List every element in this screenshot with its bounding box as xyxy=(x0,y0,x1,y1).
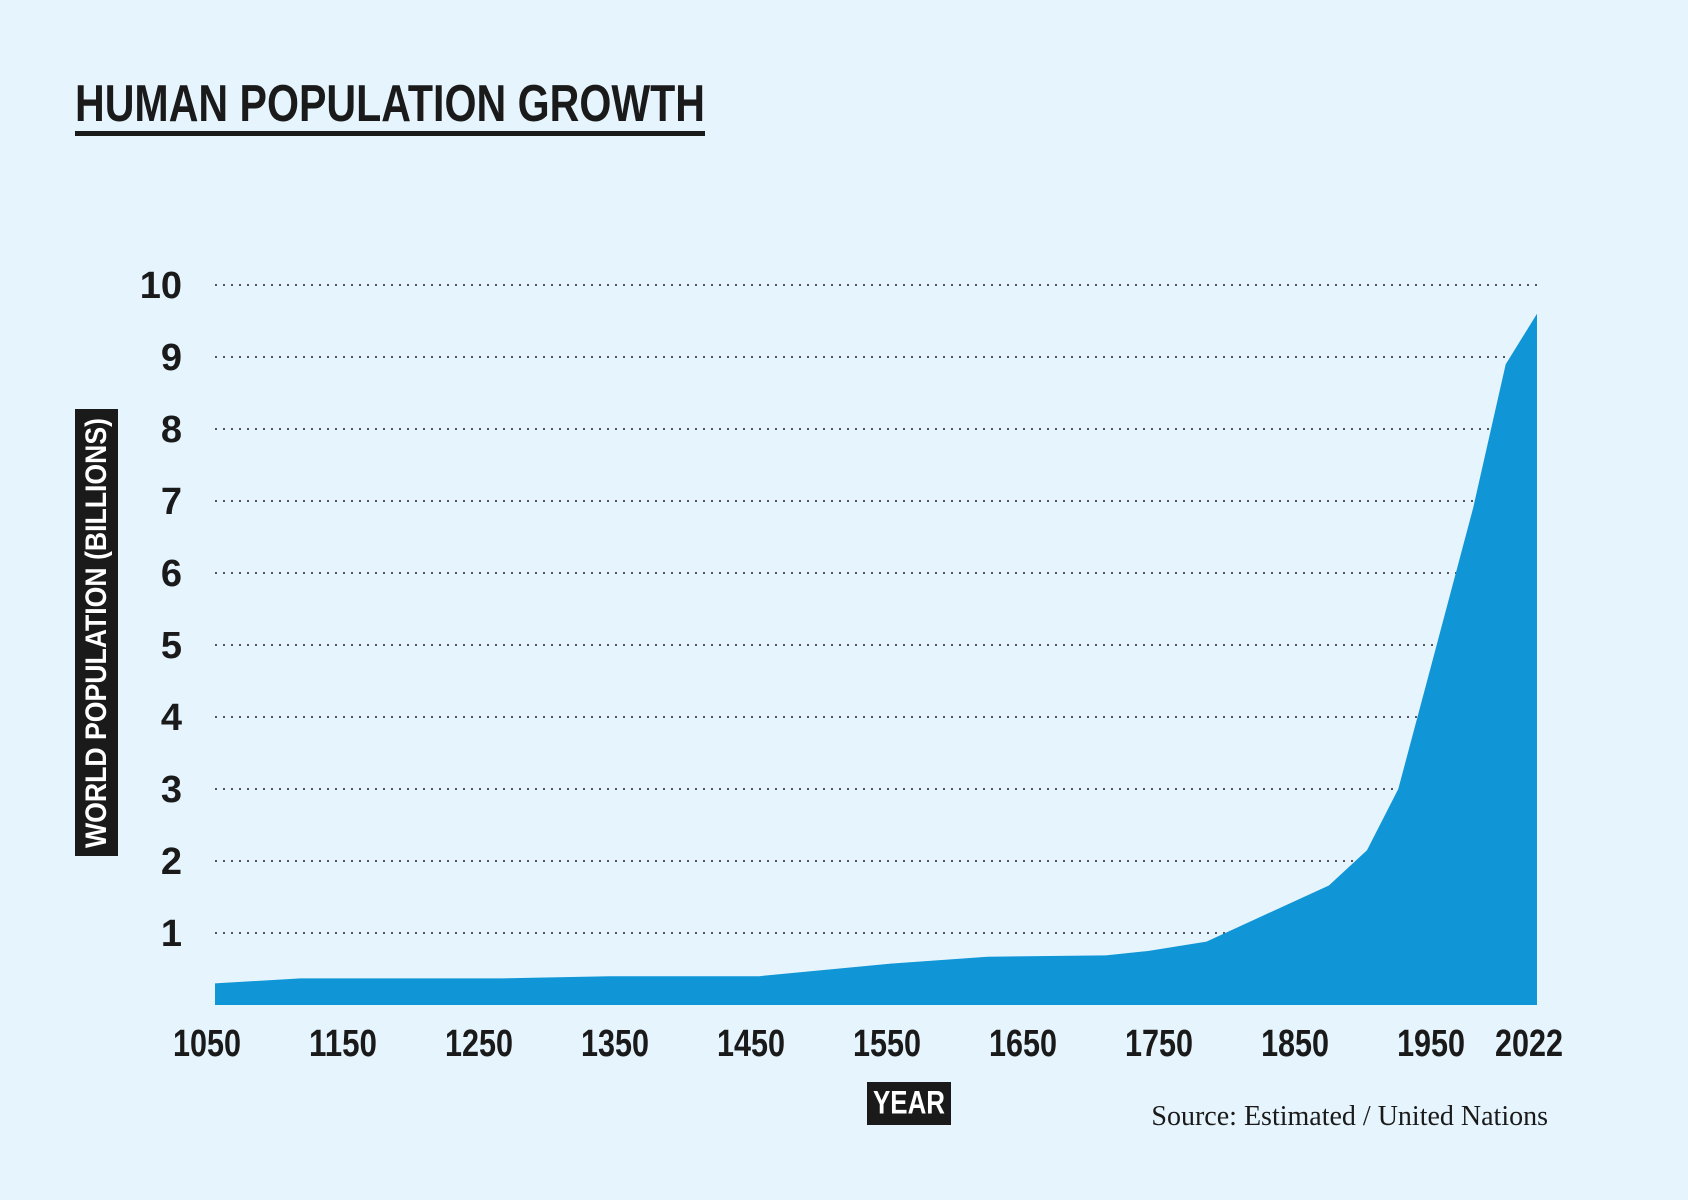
x-tick-label: 1550 xyxy=(853,1023,921,1065)
source-note: Source: Estimated / United Nations xyxy=(1151,1101,1548,1132)
x-tick-label: 1150 xyxy=(309,1023,377,1065)
x-label-box xyxy=(867,1082,951,1125)
x-tick-label: 1950 xyxy=(1397,1023,1465,1065)
y-tick-label: 1 xyxy=(161,913,182,955)
title-underline xyxy=(75,131,705,136)
x-tick-label: 1650 xyxy=(989,1023,1057,1065)
chart-title: HUMAN POPULATION GROWTH xyxy=(75,75,705,133)
x-tick-label: 1050 xyxy=(173,1023,241,1065)
x-tick-label: 2022 xyxy=(1495,1023,1563,1065)
y-axis-label: WORLD POPULATION (BILLIONS) xyxy=(80,418,113,848)
y-tick-label: 4 xyxy=(161,697,182,739)
y-tick-label: 3 xyxy=(161,769,182,811)
x-tick-label: 1350 xyxy=(581,1023,649,1065)
y-tick-label: 5 xyxy=(161,625,182,667)
x-axis-label: YEAR xyxy=(873,1084,945,1120)
x-tick-label: 1250 xyxy=(445,1023,513,1065)
y-tick-label: 2 xyxy=(161,841,182,883)
y-tick-label: 10 xyxy=(140,265,182,307)
y-tick-label: 6 xyxy=(161,553,182,595)
y-tick-label: 9 xyxy=(161,337,182,379)
y-label-box xyxy=(75,409,118,856)
x-tick-label: 1450 xyxy=(717,1023,785,1065)
y-tick-label: 8 xyxy=(161,409,182,451)
x-tick-label: 1750 xyxy=(1125,1023,1193,1065)
y-tick-label: 7 xyxy=(161,481,182,523)
area xyxy=(215,313,1537,1005)
x-tick-label: 1850 xyxy=(1261,1023,1329,1065)
